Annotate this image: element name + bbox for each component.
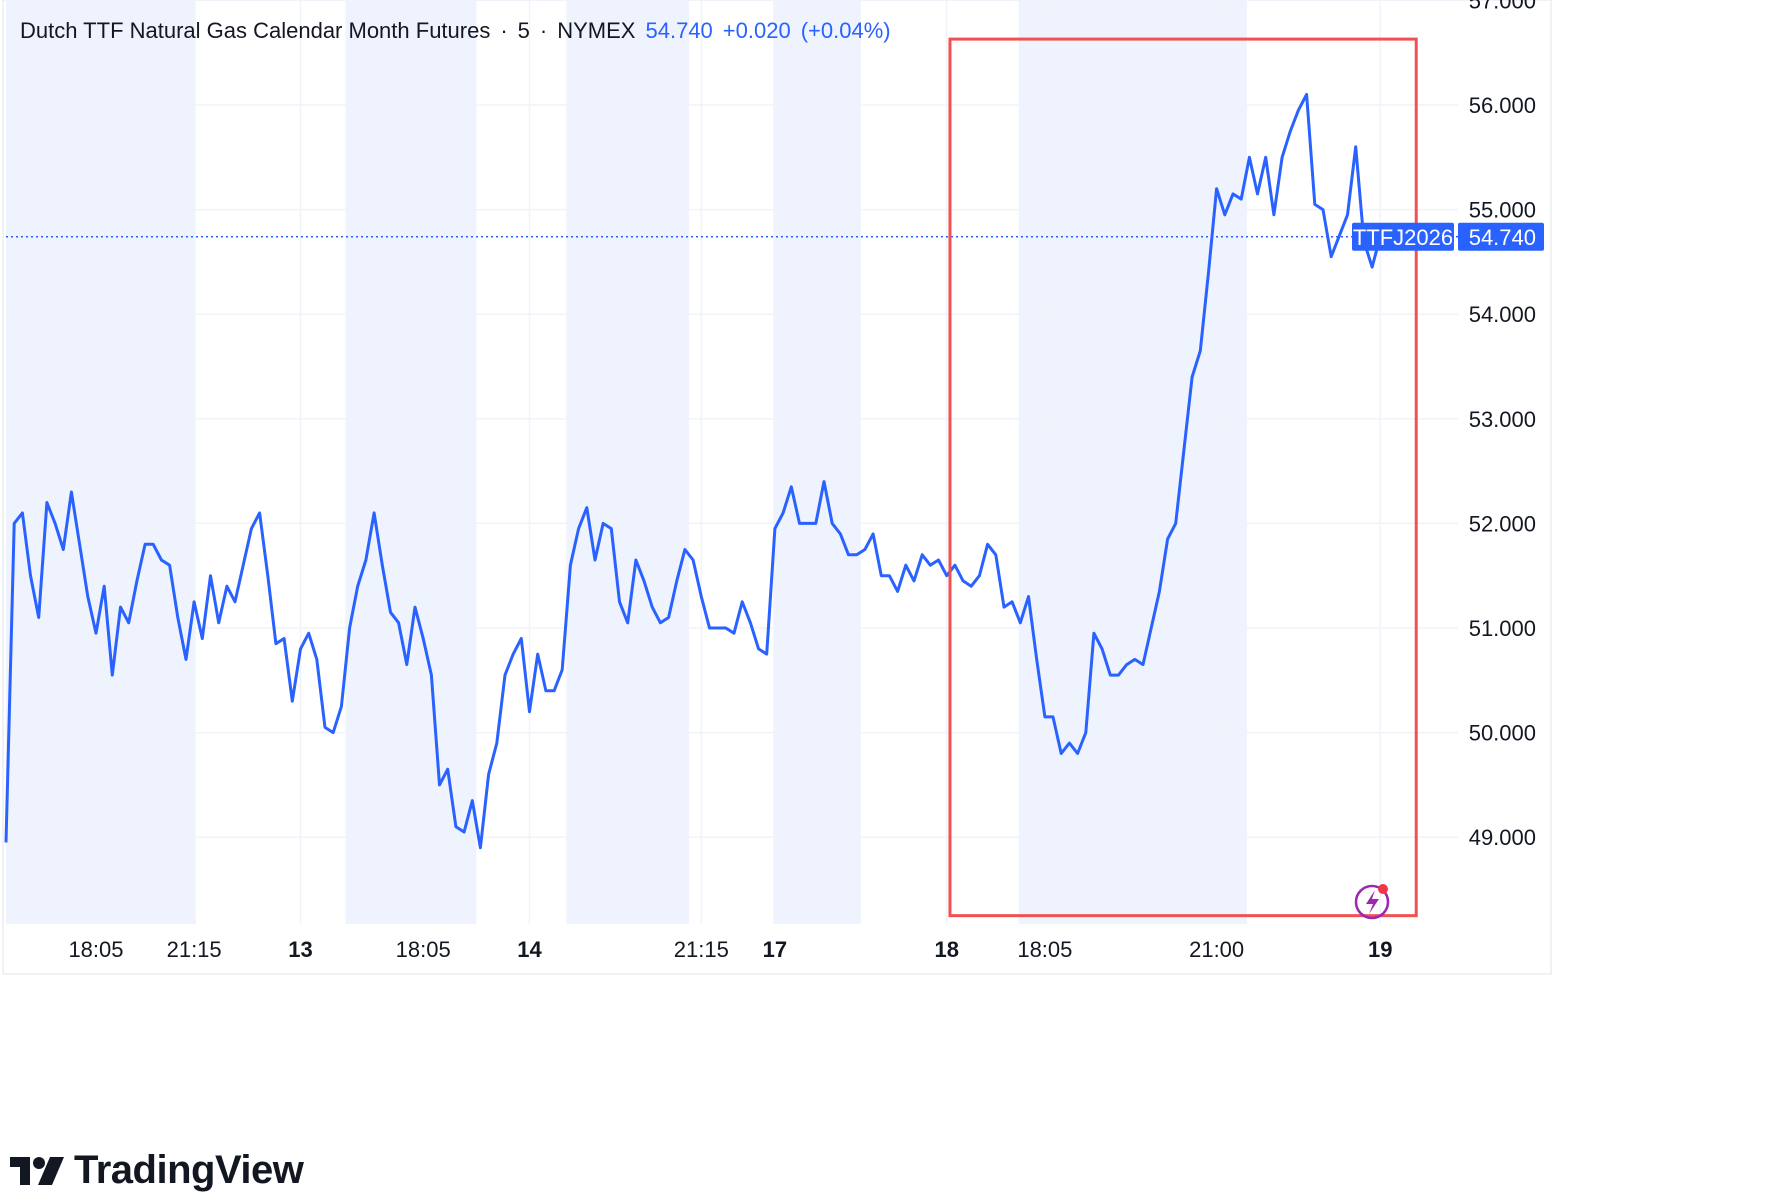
time-axis-label: 18 xyxy=(934,937,958,962)
price-axis-label: 52.000 xyxy=(1469,511,1536,536)
tradingview-logo[interactable]: TradingView xyxy=(8,1148,304,1193)
session-band xyxy=(773,0,861,924)
notification-dot-icon xyxy=(1378,884,1388,894)
tradingview-logo-icon xyxy=(10,1156,64,1185)
session-band xyxy=(1018,0,1247,924)
grid-lines xyxy=(6,0,1458,924)
symbol-tag-bg xyxy=(1352,222,1454,251)
price-tag-bg xyxy=(1458,222,1544,251)
chart-legend-header[interactable]: Dutch TTF Natural Gas Calendar Month Fut… xyxy=(20,14,891,48)
separator-dot: · xyxy=(500,18,508,43)
symbol-tag: TTFJ2026 xyxy=(1353,225,1453,250)
price-axis-label: 51.000 xyxy=(1469,616,1536,641)
highlight-box-layer xyxy=(948,37,1418,920)
lightning-badge-icon xyxy=(1354,884,1390,920)
price-tag: 54.740 xyxy=(1469,225,1536,250)
price-change-percent: (+0.04%) xyxy=(800,18,891,43)
price-axis: 57.000 56.000 55.000 54.000 53.000 52.000 51.0… xyxy=(1469,0,1536,850)
time-axis-label: 19 xyxy=(1368,937,1392,962)
time-axis-label: 14 xyxy=(517,937,542,962)
price-change: +0.020 xyxy=(722,18,791,43)
price-axis-label: 57.000 xyxy=(1469,0,1536,13)
chart-frame xyxy=(2,0,1552,975)
price-axis-label: 49.000 xyxy=(1469,825,1536,850)
price-axis-label: 50.000 xyxy=(1469,721,1536,746)
price-tags: TTFJ2026 54.740 xyxy=(1352,222,1544,251)
time-axis-label: 18:05 xyxy=(1017,937,1072,962)
time-axis: 18:05 21:15 13 18:05 14 21:15 17 18 18:05 21:00 19 xyxy=(68,937,1392,962)
lightning-bolt-icon xyxy=(1366,890,1379,914)
time-axis-label: 18:05 xyxy=(68,937,123,962)
price-axis-label: 54.000 xyxy=(1469,302,1536,327)
session-bands xyxy=(2,0,1552,975)
session-band xyxy=(345,0,477,924)
time-axis-label: 18:05 xyxy=(396,937,451,962)
symbol-title: Dutch TTF Natural Gas Calendar Month Fut… xyxy=(20,18,491,43)
last-price: 54.740 xyxy=(645,18,713,43)
time-axis-label: 21:15 xyxy=(167,937,222,962)
time-axis-label: 21:15 xyxy=(674,937,729,962)
session-band xyxy=(6,0,196,924)
price-line xyxy=(4,93,1382,850)
price-axis-label: 56.000 xyxy=(1469,93,1536,118)
price-axis-label: 55.000 xyxy=(1469,198,1536,223)
tradingview-wordmark: TradingView xyxy=(74,1148,304,1192)
separator-dot: · xyxy=(539,18,548,43)
time-axis-label: 17 xyxy=(763,937,787,962)
highlight-box xyxy=(948,37,1418,918)
time-axis-label: 13 xyxy=(288,937,312,962)
price-line-layer xyxy=(4,93,1458,850)
exchange-label: NYMEX xyxy=(557,18,636,43)
time-axis-label: 21:00 xyxy=(1189,937,1244,962)
interval-label: 5 xyxy=(517,18,530,43)
price-axis-label: 53.000 xyxy=(1469,407,1536,432)
session-band xyxy=(566,0,690,924)
